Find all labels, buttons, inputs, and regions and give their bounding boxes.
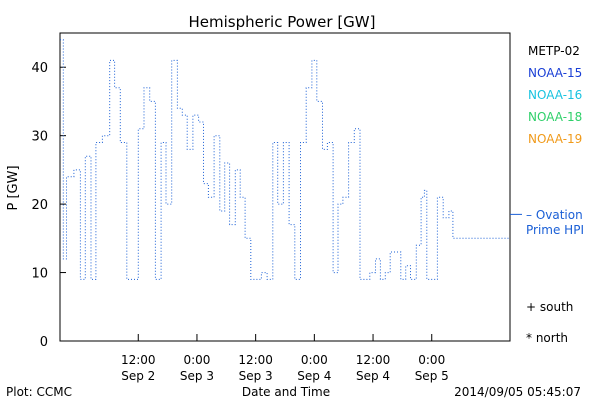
legend: METP-02 NOAA-15 NOAA-16 NOAA-18 NOAA-19 [528,44,582,146]
x-tick-label: 0:00 [183,353,210,367]
y-tick-label: 40 [31,61,48,76]
y-tick-label: 0 [40,335,48,350]
footer-right: 2014/09/05 05:45:07 [454,385,581,399]
y-tick-label: 20 [31,198,48,213]
x-tick-label: 12:00 [121,353,156,367]
x-tick-date: Sep 2 [121,369,155,383]
y-axis-ticks: 0 10 20 30 40 [31,61,66,350]
legend-item-noaa-18: NOAA-18 [528,110,583,124]
x-tick-date: Sep 5 [415,369,449,383]
x-tick-label: 0:00 [301,353,328,367]
legend-item-metp-02: METP-02 [528,44,580,58]
legend-item-noaa-19: NOAA-19 [528,132,583,146]
south-marker: + [526,300,537,314]
x-tick-label: 12:00 [238,353,273,367]
y-axis-label: P [GW] [6,165,21,210]
x-tick-label: 12:00 [356,353,391,367]
x-axis-label: Date and Time [242,385,330,399]
ovation-prime-hpi-label: – Ovation Prime HPI [526,208,584,237]
y-tick-label: 10 [31,267,48,282]
north-symbol-legend: * north [526,331,568,345]
north-marker: * [526,331,532,345]
x-tick-date: Sep 4 [356,369,390,383]
x-axis-ticks: 12:00 Sep 2 0:00 Sep 3 12:00 Sep 3 0:00 Sep 4 12… [121,334,449,383]
south-symbol-legend: + south [526,300,573,314]
south-label: south [539,300,574,314]
footer-left: Plot: CCMC [6,385,72,399]
x-tick-label: 0:00 [418,353,445,367]
plot-frame [59,32,511,342]
series-line-noaa-15 [60,39,510,280]
north-label: north [535,331,569,345]
x-tick-date: Sep 3 [239,369,273,383]
series-layer [60,39,510,280]
x-tick-date: Sep 4 [297,369,331,383]
chart-title: Hemispheric Power [GW] [189,13,376,31]
x-tick-date: Sep 3 [180,369,214,383]
legend-item-noaa-15: NOAA-15 [528,66,583,80]
y-tick-label: 30 [31,130,48,145]
legend-item-noaa-16: NOAA-16 [528,88,583,102]
